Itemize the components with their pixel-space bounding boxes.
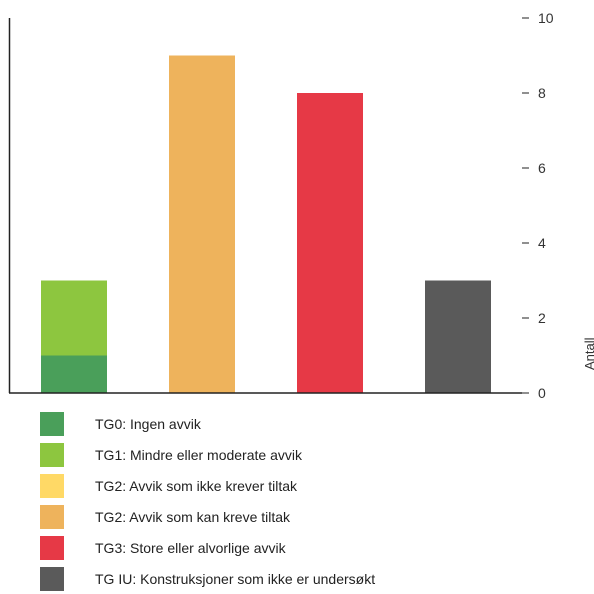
bar-3-series-5 [297, 93, 363, 393]
y-tick-label: 8 [538, 85, 546, 101]
legend-label: TG2: Avvik som ikke krever tiltak [95, 477, 298, 494]
legend-swatch [40, 473, 64, 498]
legend-label: TG0: Ingen avvik [95, 415, 201, 432]
bars-group [41, 55, 491, 393]
legend-label: TG2: Avvik som kan kreve tiltak [95, 508, 291, 525]
legend-label: TG1: Mindre eller moderate avvik [95, 446, 302, 463]
legend-swatch [40, 566, 64, 591]
legend-item: TG IU: Konstruksjoner som ikke er unders… [40, 563, 375, 594]
legend-item: TG2: Avvik som ikke krever tiltak [40, 470, 375, 501]
legend-label: TG3: Store eller alvorlige avvik [95, 539, 286, 556]
legend: TG0: Ingen avvik TG1: Mindre eller modera… [40, 408, 375, 594]
y-tick-label: 10 [538, 10, 554, 26]
bar-1-series-2 [41, 280, 107, 356]
legend-swatch [40, 442, 64, 467]
bar-4-series-6 [425, 280, 491, 393]
legend-swatch [40, 504, 64, 529]
legend-item: TG0: Ingen avvik [40, 408, 375, 439]
y-tick-label: 4 [538, 235, 546, 251]
legend-label: TG IU: Konstruksjoner som ikke er unders… [95, 570, 376, 587]
legend-item: TG3: Store eller alvorlige avvik [40, 532, 375, 563]
legend-item: TG2: Avvik som kan kreve tiltak [40, 501, 375, 532]
bar-1-series-1 [41, 355, 107, 393]
bar-2-series-4 [169, 55, 235, 393]
y-axis: 0 2 4 6 8 10 [522, 10, 554, 400]
legend-swatch [40, 535, 64, 560]
legend-swatch [40, 411, 64, 436]
y-tick-label: 2 [538, 310, 546, 326]
y-tick-label: 6 [538, 160, 546, 176]
chart: 0 2 4 6 8 10 Antall [8, 10, 594, 400]
legend-item: TG1: Mindre eller moderate avvik [40, 439, 375, 470]
y-tick-label: 0 [538, 385, 546, 400]
y-axis-title: Antall [582, 337, 594, 370]
